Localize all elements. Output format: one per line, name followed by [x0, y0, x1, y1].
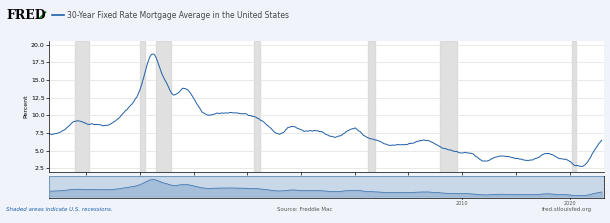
- Bar: [140, 41, 145, 172]
- Bar: [254, 41, 260, 172]
- Bar: [74, 41, 88, 172]
- Bar: [368, 41, 375, 172]
- Text: FRED: FRED: [6, 8, 46, 22]
- Text: fred.stlouisfed.org: fred.stlouisfed.org: [542, 207, 592, 212]
- Text: 30-Year Fixed Rate Mortgage Average in the United States: 30-Year Fixed Rate Mortgage Average in t…: [67, 10, 289, 20]
- Text: Source: Freddie Mac: Source: Freddie Mac: [278, 207, 332, 212]
- Y-axis label: Percent: Percent: [23, 95, 28, 118]
- Bar: [572, 41, 576, 172]
- Text: Shaded areas indicate U.S. recessions.: Shaded areas indicate U.S. recessions.: [6, 207, 113, 212]
- Bar: [156, 41, 171, 172]
- Bar: [440, 41, 457, 172]
